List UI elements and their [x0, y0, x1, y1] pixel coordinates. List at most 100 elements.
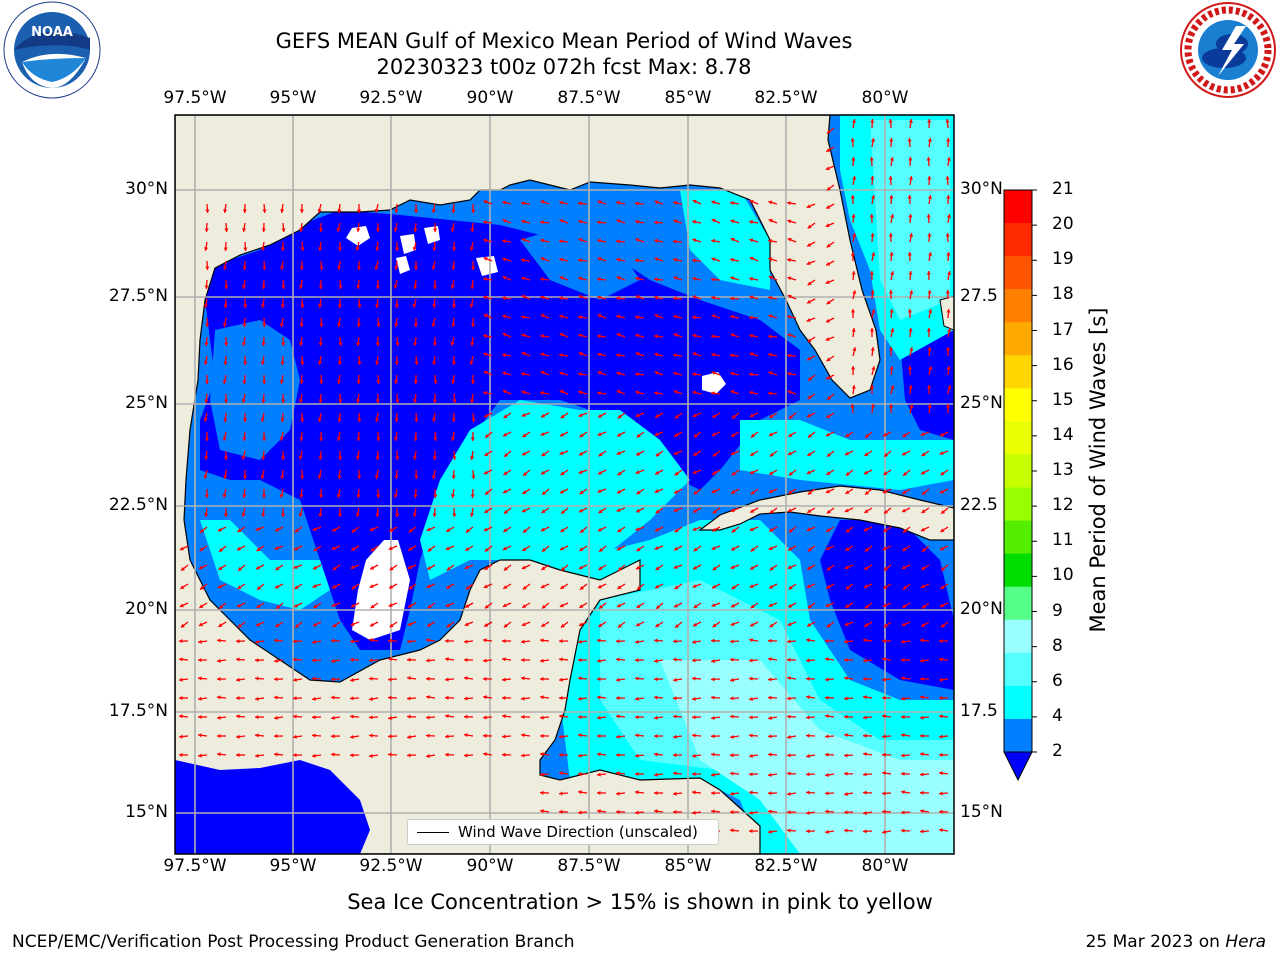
- wind-arrow-head: [559, 752, 563, 757]
- colorbar-swatch: [1004, 190, 1032, 224]
- wind-arrow-head: [882, 638, 886, 644]
- wind-arrow-head: [883, 471, 888, 475]
- wind-arrow-head: [222, 323, 227, 327]
- wind-arrow-head: [276, 605, 281, 609]
- colorbar-swatch: [1004, 718, 1032, 753]
- wind-arrow-head: [370, 622, 375, 627]
- wind-arrow-head: [825, 829, 829, 834]
- wind-arrow-head: [901, 771, 905, 776]
- wind-arrow-head: [433, 437, 438, 441]
- wind-arrow-head: [635, 219, 639, 224]
- wind-arrow-head: [787, 371, 791, 376]
- wind-arrow-head: [844, 565, 849, 570]
- wind-arrow-head: [730, 257, 734, 262]
- wind-arrow-head: [654, 489, 659, 493]
- wind-arrow-head: [357, 304, 362, 308]
- legend-line-icon: [417, 832, 449, 833]
- wind-arrow-head: [407, 639, 411, 644]
- wind-arrow-head: [395, 513, 400, 517]
- wind-arrow-head: [692, 238, 697, 243]
- wind-arrow-head: [217, 752, 221, 757]
- wind-arrow-head: [654, 220, 658, 225]
- wind-arrow-head: [788, 433, 793, 437]
- wind-arrow-head: [635, 810, 639, 815]
- wind-arrow-head: [502, 389, 507, 394]
- wind-arrow-head: [299, 494, 304, 498]
- wind-arrow-head: [635, 565, 640, 570]
- wind-arrow-head: [427, 566, 432, 570]
- wind-arrow-head: [787, 219, 792, 224]
- wind-arrow-head: [560, 623, 565, 628]
- wind-arrow-head: [673, 371, 678, 376]
- wind-arrow-head: [281, 342, 286, 346]
- wind-arrow-head: [946, 366, 951, 370]
- wind-arrow-head: [908, 119, 913, 123]
- wind-arrow-head: [274, 677, 278, 682]
- wind-arrow-head: [432, 418, 437, 422]
- wind-arrow-head: [452, 247, 457, 251]
- wind-arrow-head: [941, 510, 946, 514]
- wind-arrow-head: [749, 772, 753, 777]
- wind-arrow-head: [319, 323, 324, 327]
- wind-arrow-head: [261, 304, 266, 308]
- wind-arrow-head: [502, 257, 507, 262]
- wind-arrow-head: [711, 295, 715, 300]
- wind-arrow-head: [445, 546, 450, 551]
- wind-arrow-head: [654, 809, 658, 814]
- wind-arrow-head: [280, 513, 286, 517]
- wind-arrow-head: [635, 676, 639, 681]
- wind-arrow-head: [731, 433, 736, 437]
- colorbar-tick-label: 2: [1052, 741, 1063, 761]
- lat-tick-label: 25°N: [125, 393, 168, 413]
- wind-arrow-head: [673, 603, 678, 608]
- wind-arrow-head: [179, 695, 183, 701]
- wind-arrow-head: [711, 734, 715, 739]
- wind-arrow-head: [749, 199, 754, 204]
- wind-arrow-head: [243, 304, 248, 308]
- wind-arrow-head: [299, 380, 304, 384]
- wind-arrow-head: [768, 295, 772, 300]
- wind-arrow-head: [394, 304, 399, 308]
- wind-arrow-head: [559, 771, 563, 776]
- wind-arrow-head: [578, 372, 582, 377]
- wind-arrow-head: [407, 676, 411, 681]
- wind-arrow-head: [312, 715, 316, 720]
- wind-arrow-head: [882, 546, 887, 551]
- wind-arrow-head: [597, 772, 601, 777]
- wind-arrow-head: [730, 353, 734, 358]
- wind-arrow-head: [350, 677, 354, 682]
- wind-arrow-head: [446, 623, 451, 628]
- wind-arrow-head: [470, 399, 475, 403]
- wind-arrow-head: [503, 566, 508, 571]
- wind-arrow-head: [597, 391, 601, 396]
- wind-arrow-head: [470, 323, 476, 327]
- wind-arrow-head: [407, 714, 411, 719]
- wind-arrow-head: [598, 566, 603, 570]
- wind-arrow-head: [825, 546, 830, 551]
- wind-arrow-head: [712, 584, 717, 589]
- wind-arrow-head: [394, 437, 399, 441]
- wind-arrow-head: [433, 494, 438, 498]
- wind-arrow-head: [616, 809, 620, 814]
- wind-arrow-head: [616, 508, 621, 512]
- wind-arrow-head: [939, 714, 943, 719]
- wind-arrow-head: [635, 295, 640, 300]
- wind-arrow-head: [927, 233, 932, 237]
- wind-arrow-head: [788, 547, 793, 551]
- wind-arrow-head: [597, 715, 601, 720]
- wind-arrow-head: [483, 638, 487, 643]
- wind-arrow-head: [375, 399, 380, 403]
- wind-arrow-head: [255, 715, 259, 720]
- wind-arrow-head: [768, 772, 772, 777]
- wind-arrow-head: [850, 309, 856, 313]
- wind-arrow-head: [654, 790, 658, 796]
- wind-arrow-head: [299, 228, 304, 232]
- wind-arrow-head: [654, 677, 658, 682]
- wind-arrow-head: [255, 527, 260, 531]
- wind-arrow-head: [407, 696, 411, 701]
- svg-text:NOAA: NOAA: [31, 25, 73, 40]
- wind-arrow-head: [388, 677, 392, 682]
- wind-arrow-head: [889, 138, 894, 142]
- wind-arrow-head: [483, 527, 488, 532]
- wind-arrow-head: [470, 494, 475, 498]
